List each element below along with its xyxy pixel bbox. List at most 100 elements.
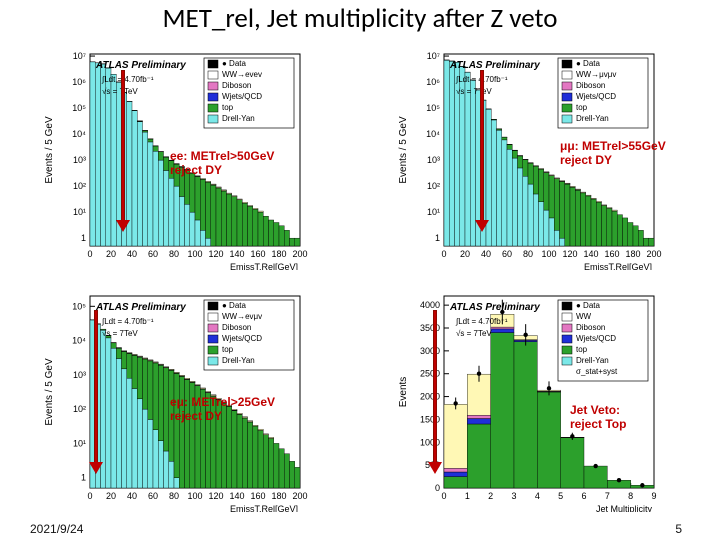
svg-text:Drell-Yan: Drell-Yan (576, 114, 609, 123)
svg-text:10²: 10² (427, 181, 440, 191)
svg-text:√s = 7TeV: √s = 7TeV (102, 329, 138, 338)
note-em-line1: eμ: METrel>25GeV (170, 395, 275, 409)
svg-text:10⁷: 10⁷ (73, 51, 86, 61)
svg-text:140: 140 (229, 491, 244, 501)
svg-text:Drell-Yan: Drell-Yan (222, 114, 255, 123)
svg-text:10³: 10³ (73, 155, 86, 165)
svg-text:10⁷: 10⁷ (427, 51, 440, 61)
note-ee-line2: reject DY (170, 163, 222, 177)
svg-text:8: 8 (628, 491, 633, 501)
svg-text:● Data: ● Data (222, 301, 247, 310)
svg-text:Wjets/QCD: Wjets/QCD (222, 92, 262, 101)
svg-text:200: 200 (292, 491, 307, 501)
svg-text:10⁴: 10⁴ (72, 336, 86, 346)
svg-text:3: 3 (511, 491, 516, 501)
note-mm-line1: μμ: METrel>55GeV (560, 139, 666, 153)
note-mm: μμ: METrel>55GeVreject DY (560, 140, 666, 168)
footer-page: 5 (675, 522, 682, 536)
svg-text:160: 160 (250, 249, 265, 259)
svg-text:ATLAS Preliminary: ATLAS Preliminary (449, 60, 540, 71)
svg-text:WW: WW (576, 312, 592, 321)
svg-text:9: 9 (651, 491, 656, 501)
note-ee-line1: ee: METrel>50GeV (170, 149, 274, 163)
svg-text:Jet Multiplicity: Jet Multiplicity (596, 504, 653, 512)
note-mm-line2: reject DY (560, 153, 612, 167)
svg-text:100: 100 (187, 249, 202, 259)
svg-text:Diboson: Diboson (222, 81, 251, 90)
svg-text:∫Ldt = 4.70fb⁻¹: ∫Ldt = 4.70fb⁻¹ (455, 317, 508, 326)
svg-text:20: 20 (106, 491, 116, 501)
svg-text:√s = 7TeV: √s = 7TeV (456, 87, 492, 96)
svg-text:10³: 10³ (73, 370, 86, 380)
svg-text:140: 140 (583, 249, 598, 259)
note-jet: Jet Veto:reject Top (570, 404, 626, 432)
svg-text:60: 60 (148, 249, 158, 259)
svg-text:10⁴: 10⁴ (426, 129, 440, 139)
svg-text:1: 1 (465, 491, 470, 501)
svg-text:1: 1 (81, 233, 86, 243)
svg-text:10²: 10² (73, 404, 86, 414)
svg-text:4000: 4000 (420, 300, 440, 310)
svg-text:EmissT,Rel[GeV]: EmissT,Rel[GeV] (584, 262, 652, 270)
note-ee: ee: METrel>50GeVreject DY (170, 150, 274, 178)
note-jet-line2: reject Top (570, 417, 626, 431)
svg-text:10³: 10³ (427, 155, 440, 165)
svg-text:40: 40 (127, 491, 137, 501)
svg-text:Events: Events (398, 377, 409, 408)
svg-text:60: 60 (502, 249, 512, 259)
svg-text:∫Ldt = 4.70fb⁻¹: ∫Ldt = 4.70fb⁻¹ (101, 75, 154, 84)
svg-text:200: 200 (646, 249, 661, 259)
svg-text:1: 1 (435, 233, 440, 243)
svg-text:Diboson: Diboson (576, 323, 605, 332)
svg-text:top: top (222, 103, 234, 112)
svg-text:WW→μvμv: WW→μvμv (576, 70, 616, 79)
svg-text:σ_stat+syst: σ_stat+syst (576, 367, 618, 376)
svg-text:160: 160 (604, 249, 619, 259)
svg-text:Wjets/QCD: Wjets/QCD (222, 334, 262, 343)
svg-text:EmissT,Rel[GeV]: EmissT,Rel[GeV] (230, 262, 298, 270)
svg-text:0: 0 (87, 491, 92, 501)
footer-date: 2021/9/24 (30, 522, 83, 536)
svg-text:10¹: 10¹ (73, 438, 86, 448)
svg-text:100: 100 (187, 491, 202, 501)
svg-text:1: 1 (81, 473, 86, 483)
svg-text:0: 0 (441, 249, 446, 259)
svg-text:ATLAS Preliminary: ATLAS Preliminary (449, 302, 540, 313)
svg-text:80: 80 (169, 249, 179, 259)
slide-title: MET_rel, Jet multiplicity after Z veto (0, 2, 720, 35)
svg-text:top: top (576, 345, 588, 354)
svg-text:180: 180 (271, 249, 286, 259)
svg-text:Events / 5 GeV: Events / 5 GeV (44, 116, 55, 184)
svg-text:Wjets/QCD: Wjets/QCD (576, 92, 616, 101)
svg-text:10⁶: 10⁶ (72, 77, 86, 87)
svg-text:ATLAS Preliminary: ATLAS Preliminary (95, 302, 186, 313)
svg-text:5: 5 (558, 491, 563, 501)
svg-text:10⁵: 10⁵ (426, 103, 440, 113)
svg-text:120: 120 (208, 491, 223, 501)
svg-text:7: 7 (605, 491, 610, 501)
svg-text:120: 120 (562, 249, 577, 259)
svg-text:10²: 10² (73, 181, 86, 191)
svg-text:0: 0 (435, 483, 440, 493)
svg-text:10¹: 10¹ (427, 207, 440, 217)
svg-text:10⁵: 10⁵ (72, 301, 86, 311)
svg-text:40: 40 (481, 249, 491, 259)
svg-text:10⁵: 10⁵ (72, 103, 86, 113)
panel-jet: 0123456789050010001500200025003000350040… (392, 292, 704, 512)
svg-text:180: 180 (625, 249, 640, 259)
svg-text:80: 80 (169, 491, 179, 501)
svg-text:120: 120 (208, 249, 223, 259)
svg-text:100: 100 (541, 249, 556, 259)
svg-text:Diboson: Diboson (576, 81, 605, 90)
svg-text:10¹: 10¹ (73, 207, 86, 217)
svg-text:40: 40 (127, 249, 137, 259)
svg-text:top: top (222, 345, 234, 354)
svg-text:● Data: ● Data (222, 59, 247, 68)
svg-text:Events / 5 GeV: Events / 5 GeV (44, 358, 55, 426)
svg-text:0: 0 (87, 249, 92, 259)
svg-text:80: 80 (523, 249, 533, 259)
svg-text:Drell-Yan: Drell-Yan (576, 356, 609, 365)
svg-text:20: 20 (460, 249, 470, 259)
svg-text:● Data: ● Data (576, 301, 601, 310)
svg-text:ATLAS Preliminary: ATLAS Preliminary (95, 60, 186, 71)
